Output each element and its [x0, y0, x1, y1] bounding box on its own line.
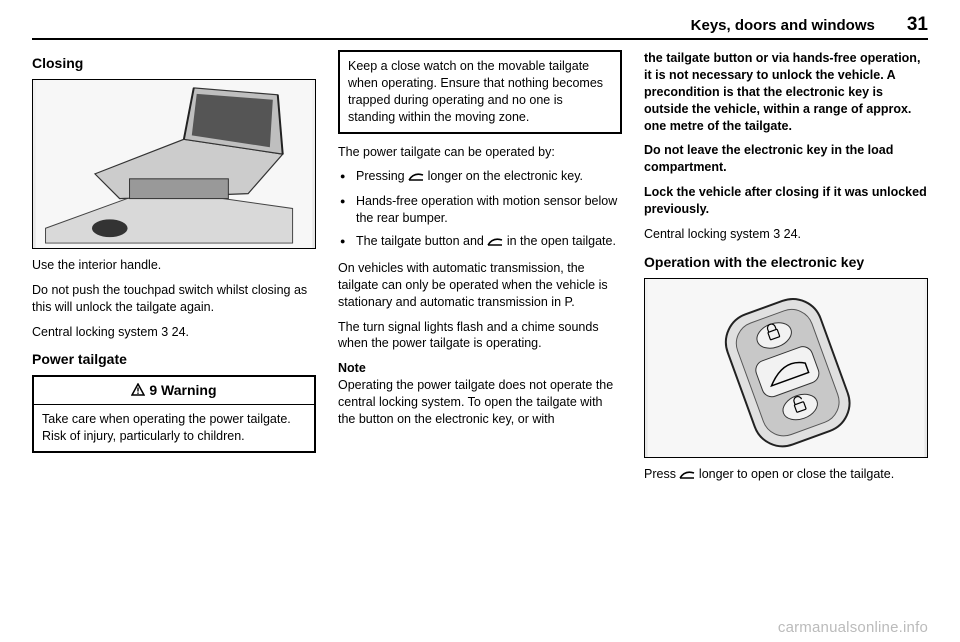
tailgate-key-icon: [408, 170, 424, 187]
content-columns: Closing Use the interior handle. Do not …: [32, 50, 928, 610]
warning-box: 9 Warning Take care when operating the p…: [32, 375, 316, 453]
electronic-key-illustration: [645, 279, 927, 457]
note-continuation-3: Lock the vehicle after closing if it was…: [644, 184, 928, 218]
tailgate-open-figure: [32, 79, 316, 249]
column-1: Closing Use the interior handle. Do not …: [32, 50, 316, 610]
use-handle-text: Use the interior handle.: [32, 257, 316, 274]
tailgate-key-icon: [679, 468, 695, 485]
central-locking-xref-1: Central locking system 3 24.: [32, 324, 316, 341]
warning-heading: 9 Warning: [34, 377, 314, 405]
caution-box: Keep a close watch on the movable tailga…: [338, 50, 622, 134]
note-continuation-2: Do not leave the electronic key in the l…: [644, 142, 928, 176]
warning-label: 9 Warning: [149, 382, 216, 398]
header-page-number: 31: [907, 14, 928, 36]
watermark: carmanualsonline.info: [778, 619, 928, 636]
column-2: Keep a close watch on the movable tailga…: [338, 50, 622, 610]
press-text-b: longer to open or close the tailgate.: [695, 467, 894, 481]
press-tailgate-text: Press longer to open or close the tailga…: [644, 466, 928, 485]
li1-text-b: longer on the electronic key.: [424, 169, 583, 183]
note-continuation-1: the tailgate button or via hands-free op…: [644, 50, 928, 134]
operated-by-intro: The power tailgate can be operated by:: [338, 144, 622, 161]
electronic-key-figure: [644, 278, 928, 458]
power-tailgate-heading: Power tailgate: [32, 350, 316, 369]
page-header: Keys, doors and windows 31: [32, 14, 928, 40]
closing-heading: Closing: [32, 54, 316, 73]
operation-key-heading: Operation with the electronic key: [644, 253, 928, 272]
list-item: The tailgate button and in the open tail…: [338, 233, 622, 252]
no-push-text: Do not push the touchpad switch whilst c…: [32, 282, 316, 316]
note-heading: Note: [338, 360, 622, 377]
auto-trans-text: On vehicles with automatic transmission,…: [338, 260, 622, 311]
li3-text-b: in the open tailgate.: [503, 234, 616, 248]
warning-body: Take care when operating the power tailg…: [34, 405, 314, 451]
warning-icon: [131, 382, 149, 398]
central-locking-xref-2: Central locking system 3 24.: [644, 226, 928, 243]
list-item: Pressing longer on the electronic key.: [338, 168, 622, 187]
tailgate-open-illustration: [33, 80, 315, 248]
header-title: Keys, doors and windows: [691, 17, 875, 34]
li3-text-a: The tailgate button and: [356, 234, 487, 248]
caution-body: Keep a close watch on the movable tailga…: [340, 52, 620, 132]
note-body: Operating the power tailgate does not op…: [338, 377, 622, 428]
column-3: the tailgate button or via hands-free op…: [644, 50, 928, 610]
operation-list: Pressing longer on the electronic key. H…: [338, 168, 622, 252]
press-text-a: Press: [644, 467, 679, 481]
list-item: Hands-free operation with motion sensor …: [338, 193, 622, 227]
turn-signal-text: The turn signal lights flash and a chime…: [338, 319, 622, 353]
li1-text-a: Pressing: [356, 169, 408, 183]
tailgate-key-icon: [487, 235, 503, 252]
